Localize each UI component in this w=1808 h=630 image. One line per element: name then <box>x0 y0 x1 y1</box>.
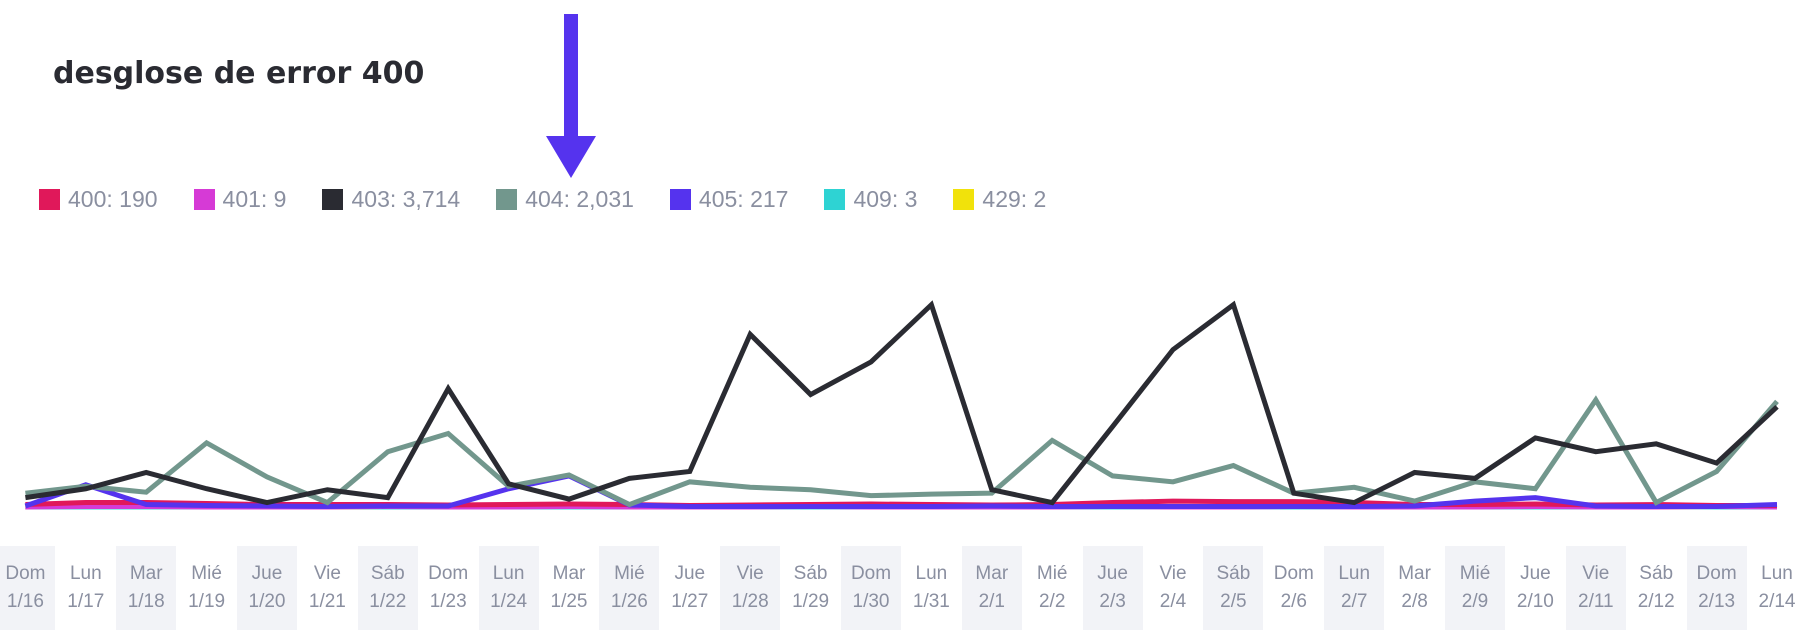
x-tick-label: Vie 1/28 <box>720 546 781 630</box>
x-tick-label: Jue 2/10 <box>1516 563 1554 612</box>
x-tick-label: Sáb 2/12 <box>1637 563 1675 612</box>
x-tick-label: Vie 1/21 <box>308 563 346 612</box>
x-tick-label: Mar 1/18 <box>116 546 177 630</box>
x-tick-label: Sáb 1/22 <box>357 546 418 630</box>
legend-swatch <box>322 189 344 210</box>
legend-item: 409: 3 <box>824 186 917 213</box>
arrow-head <box>546 136 596 178</box>
series-line <box>25 395 1779 508</box>
x-tick-label: Lun 1/31 <box>912 563 950 612</box>
legend-label: 401: 9 <box>222 186 287 212</box>
legend-item: 429: 2 <box>953 186 1046 213</box>
x-tick-label: Dom 2/13 <box>1686 546 1747 630</box>
legend-label: 400: 190 <box>68 186 158 212</box>
x-tick-label: Mar 2/1 <box>961 546 1022 630</box>
x-tick-label: Mié 2/9 <box>1445 546 1505 630</box>
x-tick-label: Lun 2/7 <box>1324 546 1385 630</box>
x-tick-label: Jue 1/27 <box>671 563 709 612</box>
legend-swatch <box>39 189 60 210</box>
arrow-shaft <box>564 14 578 144</box>
legend-swatch <box>953 189 975 210</box>
legend-label: 409: 3 <box>853 186 918 212</box>
series-line <box>25 300 1779 506</box>
x-tick-label: Dom 2/6 <box>1273 563 1314 612</box>
x-tick-label: Vie 2/11 <box>1565 546 1626 630</box>
x-tick-label: Dom 1/30 <box>841 546 901 630</box>
series-line <box>24 473 1778 510</box>
x-tick-label: Mié 2/2 <box>1036 563 1068 612</box>
legend-swatch <box>824 189 846 210</box>
legend-item: 405: 217 <box>669 186 789 213</box>
x-tick-label: Lun 2/14 <box>1758 563 1796 612</box>
legend-label: 405: 217 <box>698 186 789 212</box>
legend-item: 400: 190 <box>39 186 158 213</box>
x-tick-label: Sáb 1/29 <box>792 563 830 612</box>
legend-swatch <box>193 189 215 210</box>
x-tick-label: Jue 2/3 <box>1082 546 1143 630</box>
x-tick-label: Sáb 2/5 <box>1203 546 1264 630</box>
x-tick-label: Lun 1/24 <box>478 546 539 630</box>
arrow <box>546 14 596 178</box>
x-tick-label: Jue 1/20 <box>237 546 297 630</box>
chart-title: desglose de error 400 <box>53 56 425 91</box>
chart <box>24 14 1779 510</box>
legend-item: 401: 9 <box>193 186 287 213</box>
legend-swatch <box>496 189 518 210</box>
legend: 400: 190 401: 9 403: 3,714 404: 2,031 405: 2… <box>39 186 1046 213</box>
legend-item: 404: 2,031 <box>496 186 634 213</box>
x-tick-label: Vie 2/4 <box>1159 563 1187 612</box>
x-axis: Dom 1/16 Lun 1/17 Mar 1/18 Mié 1/19 Jue 1/20… <box>0 546 1808 630</box>
x-tick-label: Dom 1/23 <box>428 563 469 612</box>
x-tick-label: Dom 1/16 <box>0 546 56 630</box>
x-tick-label: Mar 2/8 <box>1398 563 1431 612</box>
legend-label: 429: 2 <box>982 186 1047 212</box>
x-tick-label: Mié 1/26 <box>599 546 660 630</box>
x-tick-label: Mar 1/25 <box>550 563 588 612</box>
legend-label: 403: 3,714 <box>351 186 461 212</box>
legend-swatch <box>669 189 691 210</box>
x-tick-label: Mié 1/19 <box>188 563 226 612</box>
x-tick-label: Lun 1/17 <box>67 563 105 612</box>
legend-label: 404: 2,031 <box>525 186 634 212</box>
legend-item: 403: 3,714 <box>322 186 460 213</box>
